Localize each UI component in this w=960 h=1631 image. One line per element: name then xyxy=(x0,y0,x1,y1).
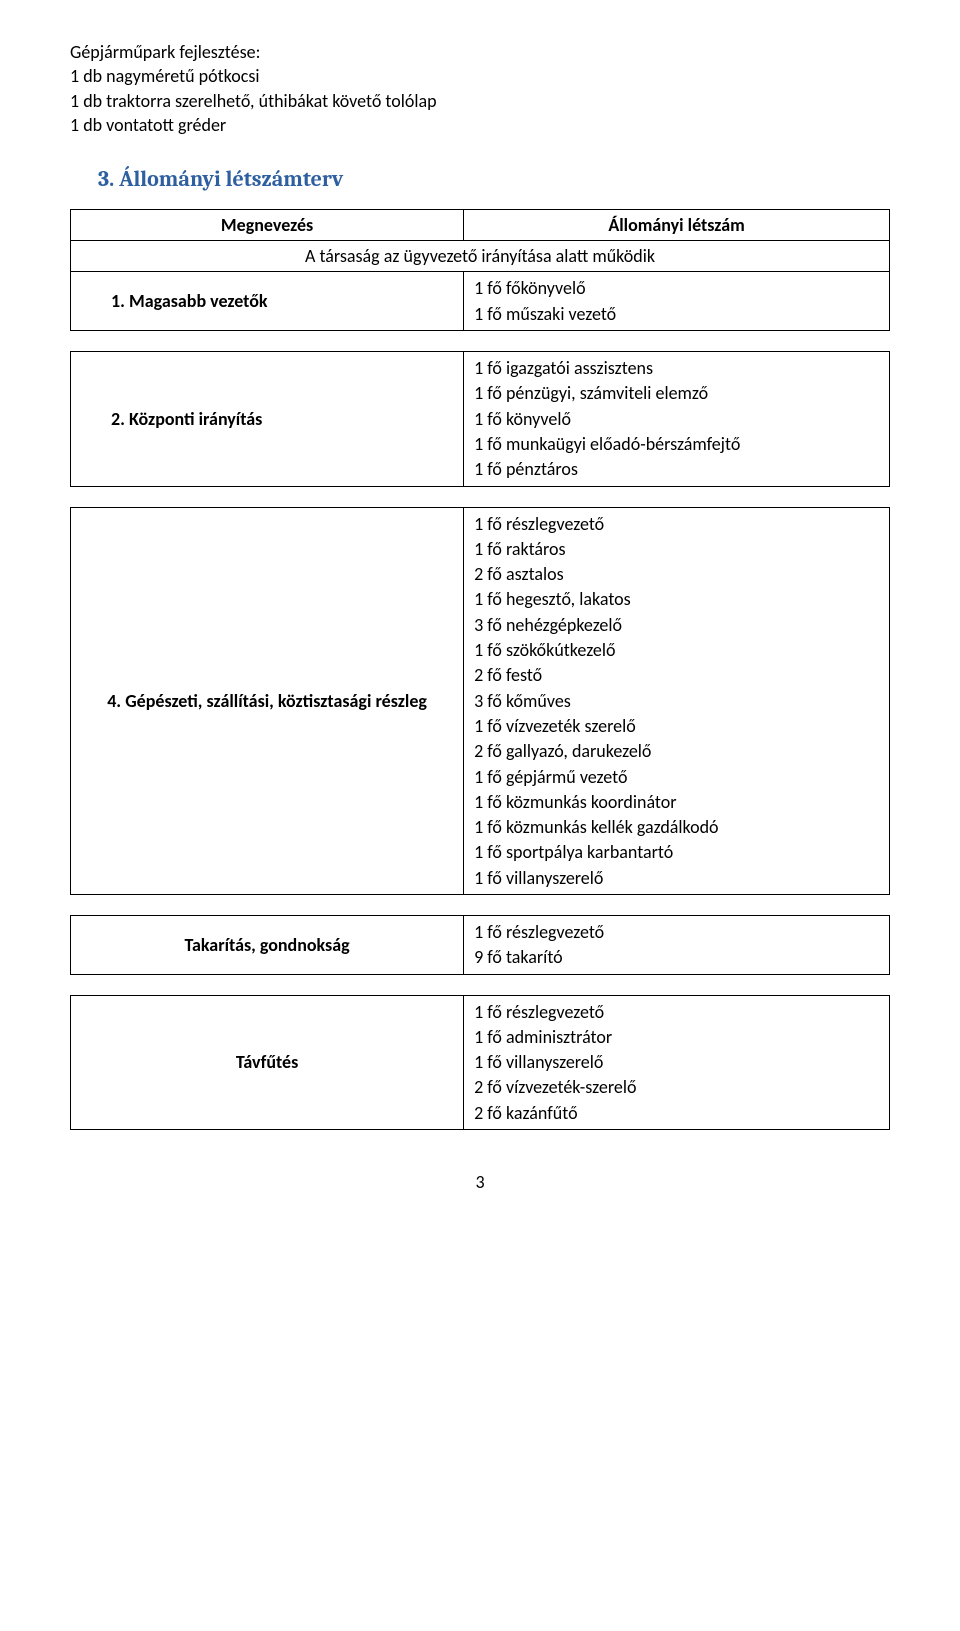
col-header-letszam: Állományi létszám xyxy=(464,209,890,240)
table-letszamterv-2: 2. Központi irányítás 1 fő igazgatói ass… xyxy=(70,351,890,486)
table-row: Távfűtés 1 fő részlegvezető 1 fő adminis… xyxy=(71,995,890,1129)
table-row: 1. Magasabb vezetők 1 fő főkönyvelő 1 fő… xyxy=(71,272,890,331)
value-item: 1 fő raktáros xyxy=(474,537,879,561)
value-item: 1 fő igazgatói asszisztens xyxy=(474,356,879,380)
value-item: 1 fő adminisztrátor xyxy=(474,1025,879,1049)
value-item: 1 fő főkönyvelő xyxy=(474,276,879,300)
row-label: Távfűtés xyxy=(71,995,464,1129)
value-item: 1 fő részlegvezető xyxy=(474,920,879,944)
value-item: 1 fő hegesztő, lakatos xyxy=(474,587,879,611)
table-letszamterv-4: Takarítás, gondnokság 1 fő részlegvezető… xyxy=(70,915,890,975)
row-values: 1 fő részlegvezető 1 fő raktáros 2 fő as… xyxy=(464,507,890,894)
span-row: A társaság az ügyvezető irányítása alatt… xyxy=(71,241,890,272)
intro-line: 1 db vontatott gréder xyxy=(70,113,890,137)
table-letszamterv-3: 4. Gépészeti, szállítási, köztisztasági … xyxy=(70,507,890,895)
value-item: 1 fő villanyszerelő xyxy=(474,866,879,890)
table-row: Takarítás, gondnokság 1 fő részlegvezető… xyxy=(71,916,890,975)
intro-line: 1 db traktorra szerelhető, úthibákat köv… xyxy=(70,89,890,113)
intro-line: Gépjárműpark fejlesztése: xyxy=(70,40,890,64)
value-item: 3 fő nehézgépkezelő xyxy=(474,613,879,637)
row-label: 1. Magasabb vezetők xyxy=(71,272,464,331)
value-item: 2 fő gallyazó, darukezelő xyxy=(474,739,879,763)
row-values: 1 fő részlegvezető 9 fő takarító xyxy=(464,916,890,975)
table-letszamterv-5: Távfűtés 1 fő részlegvezető 1 fő adminis… xyxy=(70,995,890,1130)
intro-block: Gépjárműpark fejlesztése: 1 db nagyméret… xyxy=(70,40,890,137)
table-row: 4. Gépészeti, szállítási, köztisztasági … xyxy=(71,507,890,894)
value-item: 1 fő gépjármű vezető xyxy=(474,765,879,789)
value-item: 1 fő villanyszerelő xyxy=(474,1050,879,1074)
row-label: 2. Központi irányítás xyxy=(71,352,464,486)
value-item: 2 fő vízvezeték-szerelő xyxy=(474,1075,879,1099)
value-item: 1 fő pénzügyi, számviteli elemző xyxy=(474,381,879,405)
value-item: 1 fő részlegvezető xyxy=(474,1000,879,1024)
value-item: 2 fő festő xyxy=(474,663,879,687)
value-item: 1 fő sportpálya karbantartó xyxy=(474,840,879,864)
value-item: 1 fő könyvelő xyxy=(474,407,879,431)
value-item: 1 fő részlegvezető xyxy=(474,512,879,536)
col-header-megnevezes: Megnevezés xyxy=(71,209,464,240)
page-number: 3 xyxy=(70,1170,890,1194)
value-item: 2 fő kazánfűtő xyxy=(474,1101,879,1125)
value-item: 2 fő asztalos xyxy=(474,562,879,586)
value-item: 1 fő pénztáros xyxy=(474,457,879,481)
row-values: 1 fő részlegvezető 1 fő adminisztrátor 1… xyxy=(464,995,890,1129)
section-heading: 3. Állományi létszámterv xyxy=(98,165,890,195)
value-item: 3 fő kőműves xyxy=(474,689,879,713)
row-values: 1 fő főkönyvelő 1 fő műszaki vezető xyxy=(464,272,890,331)
table-row: 2. Központi irányítás 1 fő igazgatói ass… xyxy=(71,352,890,486)
row-values: 1 fő igazgatói asszisztens 1 fő pénzügyi… xyxy=(464,352,890,486)
row-label: 4. Gépészeti, szállítási, köztisztasági … xyxy=(71,507,464,894)
value-item: 1 fő közmunkás koordinátor xyxy=(474,790,879,814)
value-item: 1 fő közmunkás kellék gazdálkodó xyxy=(474,815,879,839)
intro-line: 1 db nagyméretű pótkocsi xyxy=(70,64,890,88)
value-item: 1 fő műszaki vezető xyxy=(474,302,879,326)
value-item: 1 fő vízvezeték szerelő xyxy=(474,714,879,738)
table-letszamterv-1: Megnevezés Állományi létszám A társaság … xyxy=(70,209,890,331)
value-item: 1 fő szökőkútkezelő xyxy=(474,638,879,662)
value-item: 9 fő takarító xyxy=(474,945,879,969)
row-label: Takarítás, gondnokság xyxy=(71,916,464,975)
value-item: 1 fő munkaügyi előadó-bérszámfejtő xyxy=(474,432,879,456)
